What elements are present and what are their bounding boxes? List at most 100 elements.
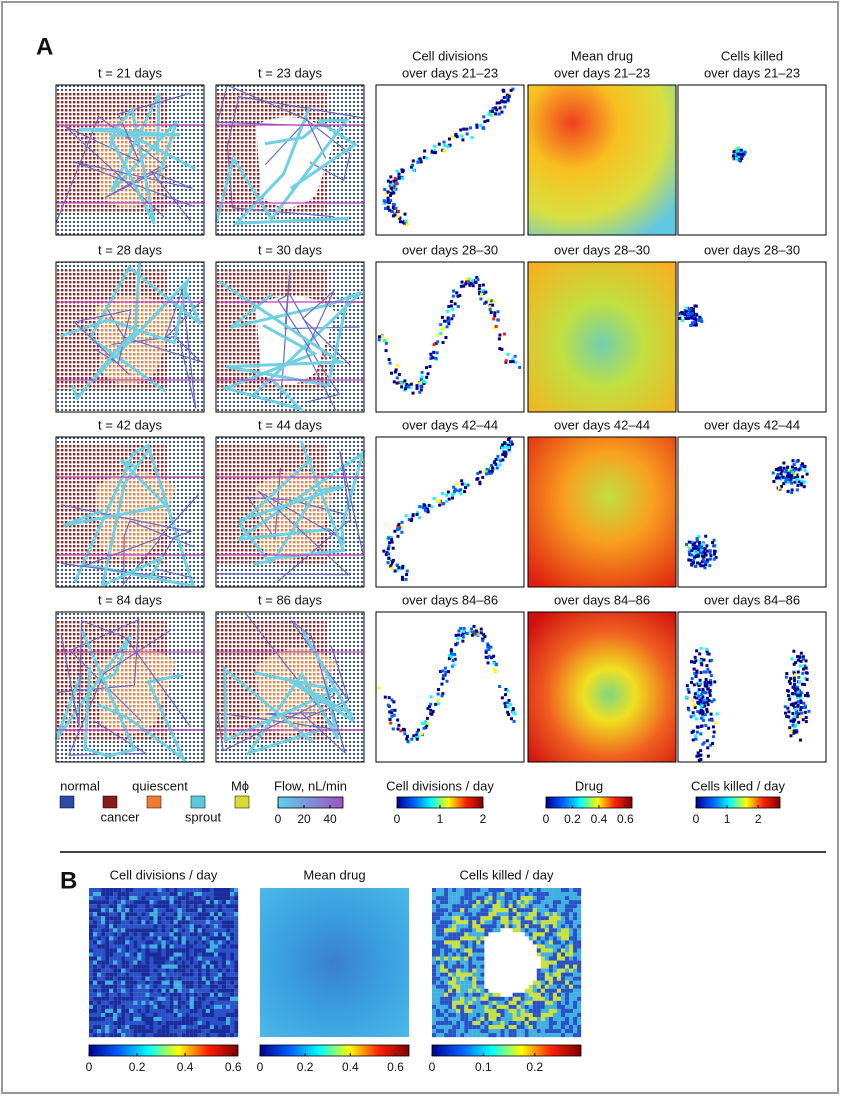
heatmap-cell	[476, 997, 480, 1001]
heatmap-cell	[198, 900, 202, 904]
heatmap-cell	[178, 993, 182, 997]
heatmap-cell	[541, 928, 545, 932]
heatmap-cell	[158, 997, 162, 1001]
heatmap-cell	[533, 900, 537, 904]
heatmap-cell	[468, 1021, 472, 1025]
pixel	[791, 471, 794, 474]
heatmap-cell	[517, 985, 521, 989]
heatmap-cell	[214, 961, 218, 965]
heatmap-cell	[113, 997, 117, 1001]
heatmap-cell	[234, 916, 238, 920]
pixel	[796, 655, 799, 658]
heatmap-cell	[230, 1005, 234, 1009]
heatmap-cell	[452, 957, 456, 961]
heatmap-cell	[517, 888, 521, 892]
heatmap-cell	[97, 920, 101, 924]
heatmap-cell	[182, 916, 186, 920]
heatmap-cell	[501, 1021, 505, 1025]
heatmap-cell	[89, 969, 93, 973]
heatmap-cell	[89, 1033, 93, 1037]
heatmap-cell	[182, 1005, 186, 1009]
heatmap-cell	[541, 1013, 545, 1017]
heatmap-cell	[464, 957, 468, 961]
heatmap-cell	[569, 900, 573, 904]
heatmap-cell	[484, 900, 488, 904]
heatmap-cell	[492, 985, 496, 989]
pixel	[482, 289, 485, 292]
heatmap-cell	[460, 928, 464, 932]
state-image	[56, 85, 204, 235]
pixel	[503, 105, 506, 108]
heatmap-cell	[577, 936, 581, 940]
heatmap-cell	[137, 1021, 141, 1025]
heatmap-cell	[186, 981, 190, 985]
pixel	[486, 119, 489, 122]
state-image	[56, 262, 204, 412]
heatmap-cell	[573, 1009, 577, 1013]
pixel	[505, 359, 508, 362]
heatmap-cell	[117, 989, 121, 993]
heatmap-cell	[525, 916, 529, 920]
heatmap-cell	[464, 908, 468, 912]
pixel	[794, 708, 797, 711]
state-title: t = 86 days	[258, 592, 322, 607]
heatmap-cell	[468, 997, 472, 1001]
heatmap-cell	[501, 904, 505, 908]
heatmap-cell	[456, 896, 460, 900]
heatmap-cell	[436, 932, 440, 936]
heatmap-cell	[93, 896, 97, 900]
pixel	[701, 543, 704, 546]
heatmap-cell	[206, 1033, 210, 1037]
heatmap-cell	[170, 944, 174, 948]
heatmap-cell	[174, 997, 178, 1001]
heatmap-cell	[565, 993, 569, 997]
heatmap-cell	[182, 961, 186, 965]
pixel	[711, 719, 714, 722]
pixel	[692, 738, 695, 741]
heatmap-cell	[170, 1005, 174, 1009]
heatmap-cell	[472, 1005, 476, 1009]
heatmap-cell	[141, 900, 145, 904]
pixel	[404, 387, 407, 390]
heatmap-cell	[186, 1021, 190, 1025]
heatmap-cell	[577, 969, 581, 973]
heatmap-cell	[93, 1005, 97, 1009]
heatmap-cell	[444, 928, 448, 932]
pixel	[802, 718, 805, 721]
heatmap-cell	[222, 965, 226, 969]
heatmap-cell	[521, 1005, 525, 1009]
heatmap-cell	[452, 1029, 456, 1033]
heatmap-cell	[214, 944, 218, 948]
heatmap-cell	[113, 936, 117, 940]
pixel	[389, 718, 392, 721]
heatmap-cell	[488, 957, 492, 961]
heatmap-cell	[509, 961, 513, 965]
heatmap-cell	[109, 985, 113, 989]
heatmap-cell	[460, 892, 464, 896]
heatmap-cell	[525, 1009, 529, 1013]
heatmap-cell	[432, 1029, 436, 1033]
pixel	[430, 505, 433, 508]
heatmap-cell	[436, 997, 440, 1001]
heatmap-cell	[113, 1009, 117, 1013]
heatmap-cell	[202, 944, 206, 948]
heatmap-cell	[468, 900, 472, 904]
heatmap-cell	[190, 969, 194, 973]
pixel	[510, 89, 513, 92]
heatmap-cell	[133, 928, 137, 932]
pixel	[404, 213, 407, 216]
heatmap-cell	[145, 1021, 149, 1025]
pixel	[694, 692, 697, 695]
heatmap-cell	[145, 969, 149, 973]
heatmap-cell	[468, 1001, 472, 1005]
heatmap-cell	[218, 940, 222, 944]
heatmap-cell	[533, 896, 537, 900]
heatmap-cell	[125, 1025, 129, 1029]
heatmap-cell	[178, 957, 182, 961]
heatmap-cell	[468, 973, 472, 977]
heatmap-cell	[234, 965, 238, 969]
pixel	[512, 707, 515, 710]
heatmap-cell	[149, 924, 153, 928]
heatmap-cell	[513, 916, 517, 920]
pixel	[503, 702, 506, 705]
